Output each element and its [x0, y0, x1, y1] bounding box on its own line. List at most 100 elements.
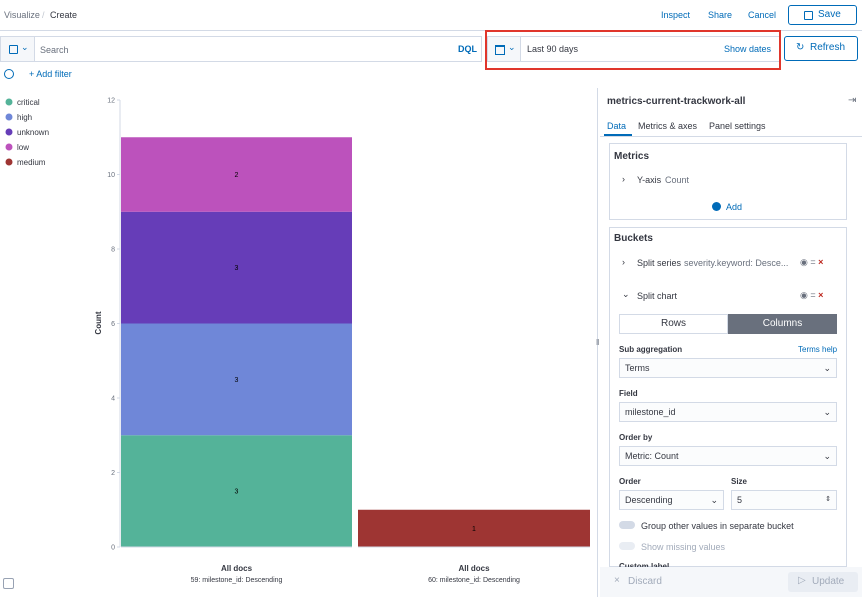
panel-label: 59: milestone_id: Descending — [191, 577, 283, 584]
update-button[interactable]: ▷ Update — [788, 572, 858, 592]
legend-swatch — [5, 128, 13, 136]
quick-menu-button[interactable]: ⌄ — [487, 36, 521, 62]
select-value: milestone_id — [625, 407, 676, 417]
bucket-label[interactable]: Split series — [637, 258, 682, 268]
terms-help[interactable]: Terms help — [798, 345, 838, 354]
select[interactable]: Metric: Count ⌄ — [619, 446, 837, 466]
date-range: Last 90 days — [527, 44, 579, 54]
field-label: Size — [731, 477, 748, 486]
share-link[interactable]: Share — [708, 10, 733, 20]
breadcrumb: Create — [50, 10, 78, 20]
legend-label: low — [17, 143, 29, 152]
tab-active[interactable]: Data — [607, 121, 627, 131]
save-icon — [804, 11, 813, 20]
breadcrumb[interactable]: Visualize — [4, 10, 40, 20]
metric-value: Count — [665, 175, 690, 185]
y-axis-label: Count — [94, 311, 103, 334]
search-placeholder: Search — [40, 45, 69, 55]
language-switch[interactable]: DQL — [458, 44, 477, 54]
chevron[interactable]: ⌄ — [622, 289, 630, 299]
select-value: Descending — [625, 495, 673, 505]
x-tick-label: All docs — [221, 564, 253, 573]
y-tick-label: 8 — [111, 247, 115, 254]
save-icon — [9, 45, 18, 54]
data-label: 3 — [235, 265, 239, 272]
y-tick-label: 10 — [107, 172, 115, 179]
discard-button[interactable]: Discard — [628, 576, 662, 587]
cancel-link[interactable]: Cancel — [748, 10, 777, 20]
data-label: 2 — [235, 172, 239, 179]
tab-border — [600, 136, 862, 137]
legend-swatch — [5, 143, 13, 151]
save-button[interactable]: Save — [788, 5, 857, 25]
buckets-panel — [609, 227, 847, 567]
bar-segment — [121, 323, 352, 436]
field-label: Sub aggregation — [619, 345, 683, 354]
update-icon: ▷ — [798, 575, 806, 586]
inspect-link[interactable]: Inspect — [661, 10, 691, 20]
switch-label: Show missing values — [641, 542, 726, 552]
show-dates[interactable]: Show dates — [724, 44, 772, 54]
metrics-panel — [609, 143, 847, 220]
legend-label: unknown — [17, 128, 49, 137]
data-label: 3 — [235, 377, 239, 384]
metrics-heading: Metrics — [614, 151, 650, 162]
separator: / — [42, 10, 45, 20]
select[interactable]: milestone_id ⌄ — [619, 402, 837, 422]
refresh-icon: ↻ — [796, 42, 805, 53]
filter-icon[interactable] — [4, 69, 14, 79]
chart: Count 024681012criticalhighunknownlowmed… — [5, 98, 590, 584]
select-value: Terms — [625, 363, 650, 373]
switch-label: Group other values in separate bucket — [641, 521, 794, 531]
select[interactable]: Terms ⌄ — [619, 358, 837, 378]
metric-label[interactable]: Y-axis — [637, 175, 662, 185]
sidebar-title: metrics-current-trackwork-all — [607, 96, 746, 107]
switch — [619, 542, 635, 550]
bar-segment — [358, 509, 590, 547]
y-tick-label: 0 — [111, 545, 115, 552]
select-value: Metric: Count — [625, 451, 679, 461]
bucket-controls[interactable]: ◉ = × — [800, 290, 824, 300]
legend-swatch — [5, 113, 13, 121]
collapse-icon[interactable]: ⇥ — [848, 95, 857, 106]
saved-query-button[interactable]: ⌄ — [0, 36, 35, 62]
tab[interactable]: Metrics & axes — [638, 121, 698, 131]
chevron[interactable]: › — [622, 174, 625, 184]
y-tick-label: 6 — [111, 321, 115, 328]
y-tick-label: 2 — [111, 470, 115, 477]
input-value: 5 — [737, 495, 743, 505]
data-label: 3 — [235, 489, 239, 496]
chevron: ⌄ — [21, 42, 29, 52]
stepper: ⇕ — [825, 496, 831, 503]
field-label: Custom label — [619, 562, 669, 571]
save-label: Save — [818, 9, 841, 20]
legend-toggle[interactable] — [3, 578, 14, 589]
field-label: Field — [619, 389, 638, 398]
tab[interactable]: Panel settings — [709, 121, 766, 131]
divider — [597, 88, 598, 597]
add-filter[interactable]: + Add filter — [29, 69, 72, 79]
number-input[interactable]: 5 ⇕ — [731, 490, 837, 510]
refresh-button[interactable]: ↻ Refresh — [784, 36, 858, 61]
top-bar — [0, 0, 862, 31]
highlight-box — [485, 30, 781, 70]
bucket-controls[interactable]: ◉ = × — [800, 257, 824, 267]
switch[interactable] — [619, 521, 635, 529]
chevron[interactable]: › — [622, 257, 625, 267]
add-icon — [712, 202, 721, 211]
bucket-label[interactable]: Split chart — [637, 291, 678, 301]
toggle-rows[interactable]: Rows — [619, 314, 728, 334]
y-tick-label: 12 — [107, 98, 115, 105]
panel-label: 60: milestone_id: Descending — [428, 577, 520, 584]
search-bar[interactable] — [0, 36, 482, 62]
chevron: ⌄ — [508, 42, 516, 52]
y-tick-label: 4 — [111, 396, 115, 403]
select[interactable]: Descending ⌄ — [619, 490, 724, 510]
x-tick-label: All docs — [458, 564, 490, 573]
chevron: ⌄ — [823, 363, 831, 373]
chevron: ⌄ — [823, 451, 831, 461]
toggle-columns[interactable]: Columns — [728, 314, 837, 334]
add-metric[interactable]: Add — [726, 202, 743, 212]
resize-handle[interactable]: ‖ — [596, 338, 600, 347]
